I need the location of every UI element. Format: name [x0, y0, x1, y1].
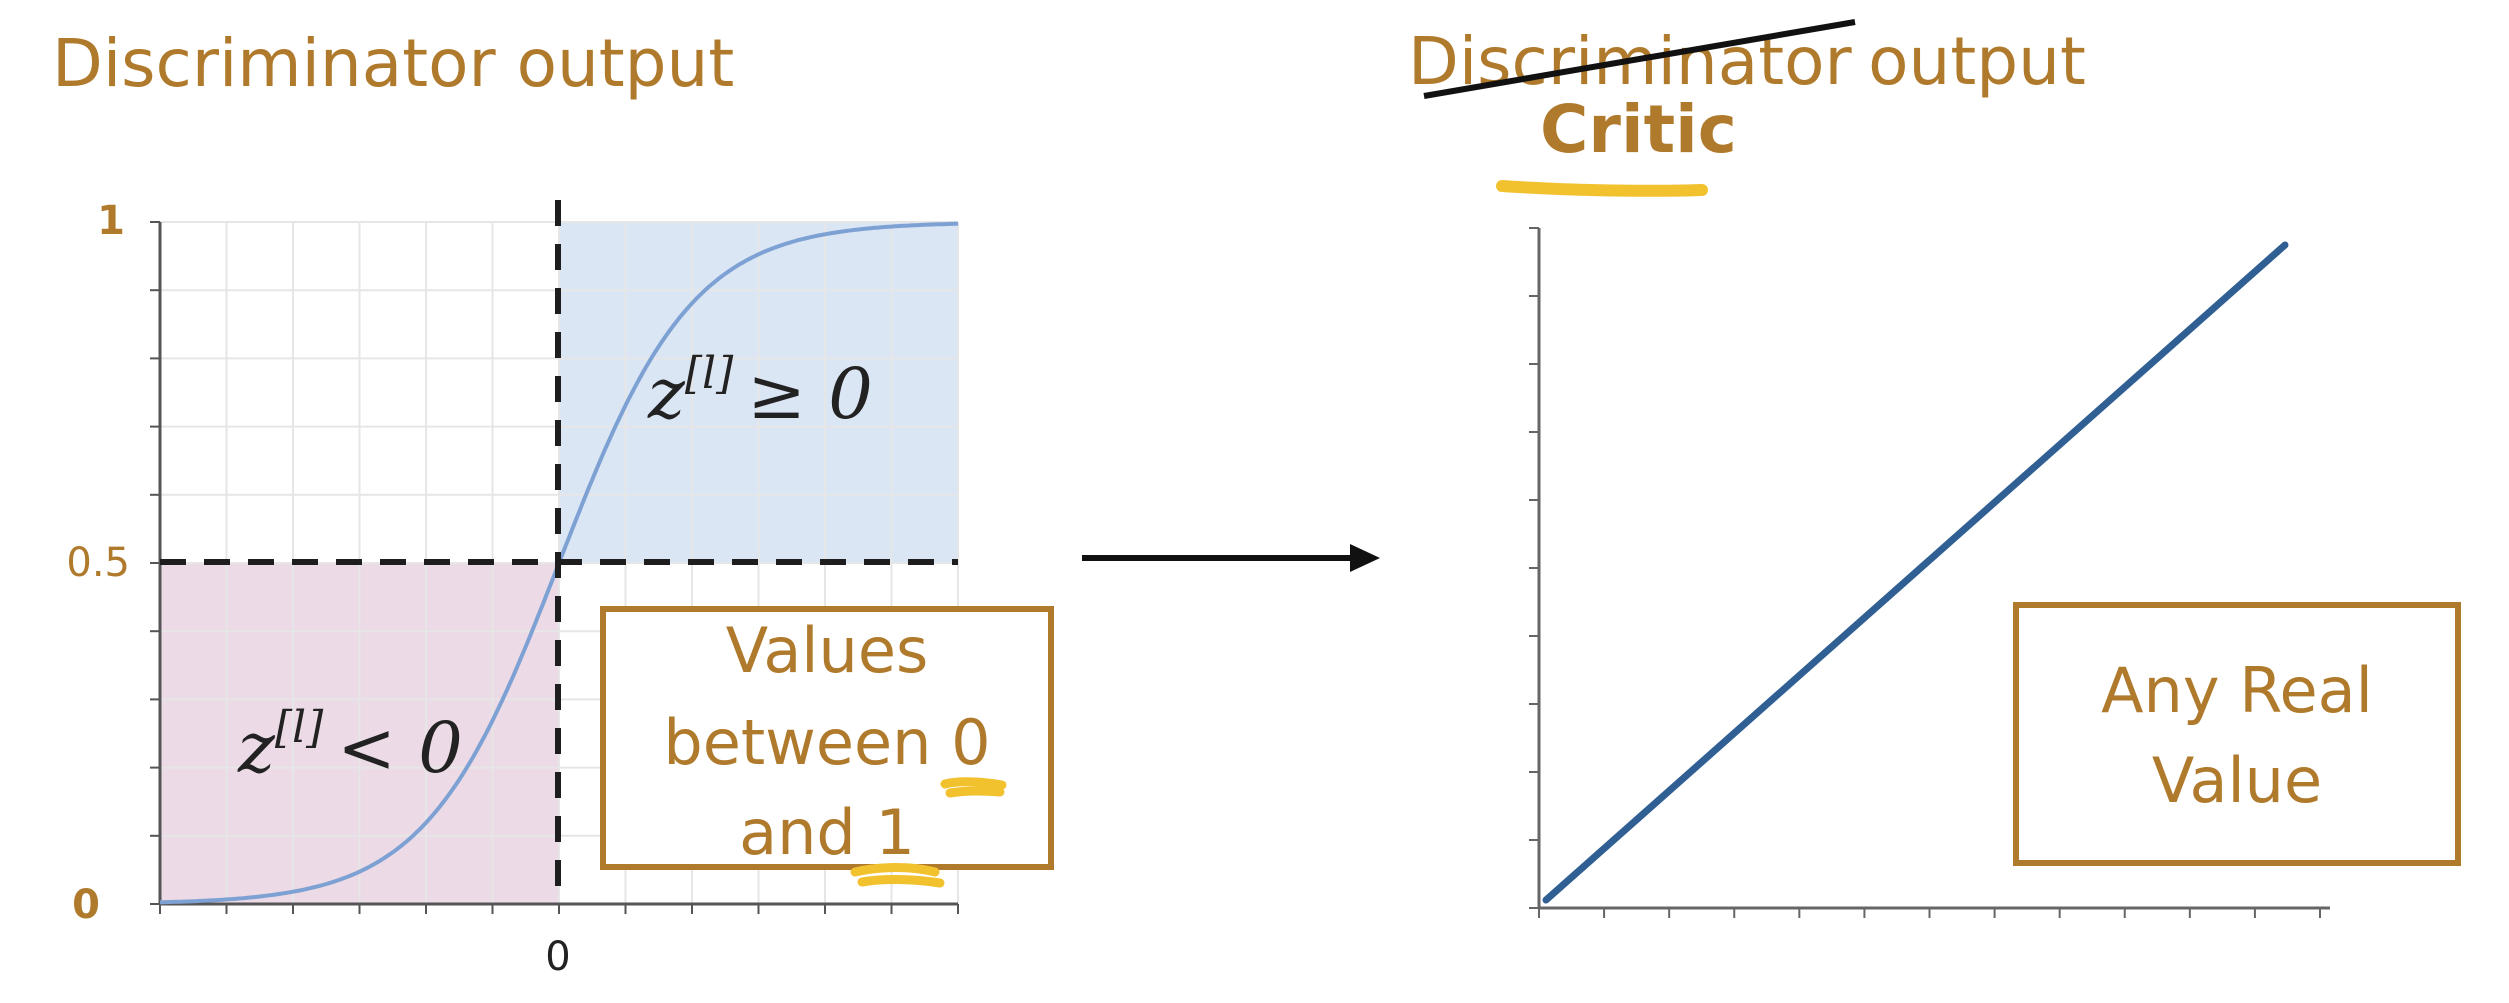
any-real-value-box	[2013, 602, 2461, 866]
lower-region-formula: z[l] < 0	[237, 702, 463, 789]
right-axis-ticks	[1529, 227, 2321, 918]
left-axis-ticks	[150, 221, 959, 914]
values-between-box	[600, 606, 1054, 870]
critic-title: Critic	[1540, 91, 1737, 168]
strikethrough-line	[1423, 19, 1856, 99]
any-real-line1: Any Real	[2101, 654, 2373, 727]
y-tick-1: 1	[97, 198, 125, 244]
y-tick-0: 0	[72, 882, 100, 928]
upper-region-formula: z[l] ≥ 0	[647, 348, 873, 435]
transition-arrow	[1082, 544, 1380, 572]
highlight-under-one	[850, 863, 945, 888]
any-real-line2: Value	[2152, 744, 2322, 817]
left-panel: Discriminator output 1 0.5 0 0 z[l] ≥ 0 z…	[52, 25, 1054, 980]
highlight-under-zero	[940, 777, 1007, 798]
critic-underline-highlight	[1496, 180, 1708, 197]
values-note-line2: between 0	[663, 706, 990, 779]
values-note-line3: and 1	[739, 796, 915, 869]
left-title: Discriminator output	[52, 25, 734, 102]
linear-output-line	[1542, 241, 2289, 904]
y-tick-half: 0.5	[66, 540, 130, 586]
x-tick-0: 0	[545, 934, 570, 980]
values-note-line1: Values	[726, 614, 929, 687]
right-title-rest: output	[1868, 23, 2086, 100]
